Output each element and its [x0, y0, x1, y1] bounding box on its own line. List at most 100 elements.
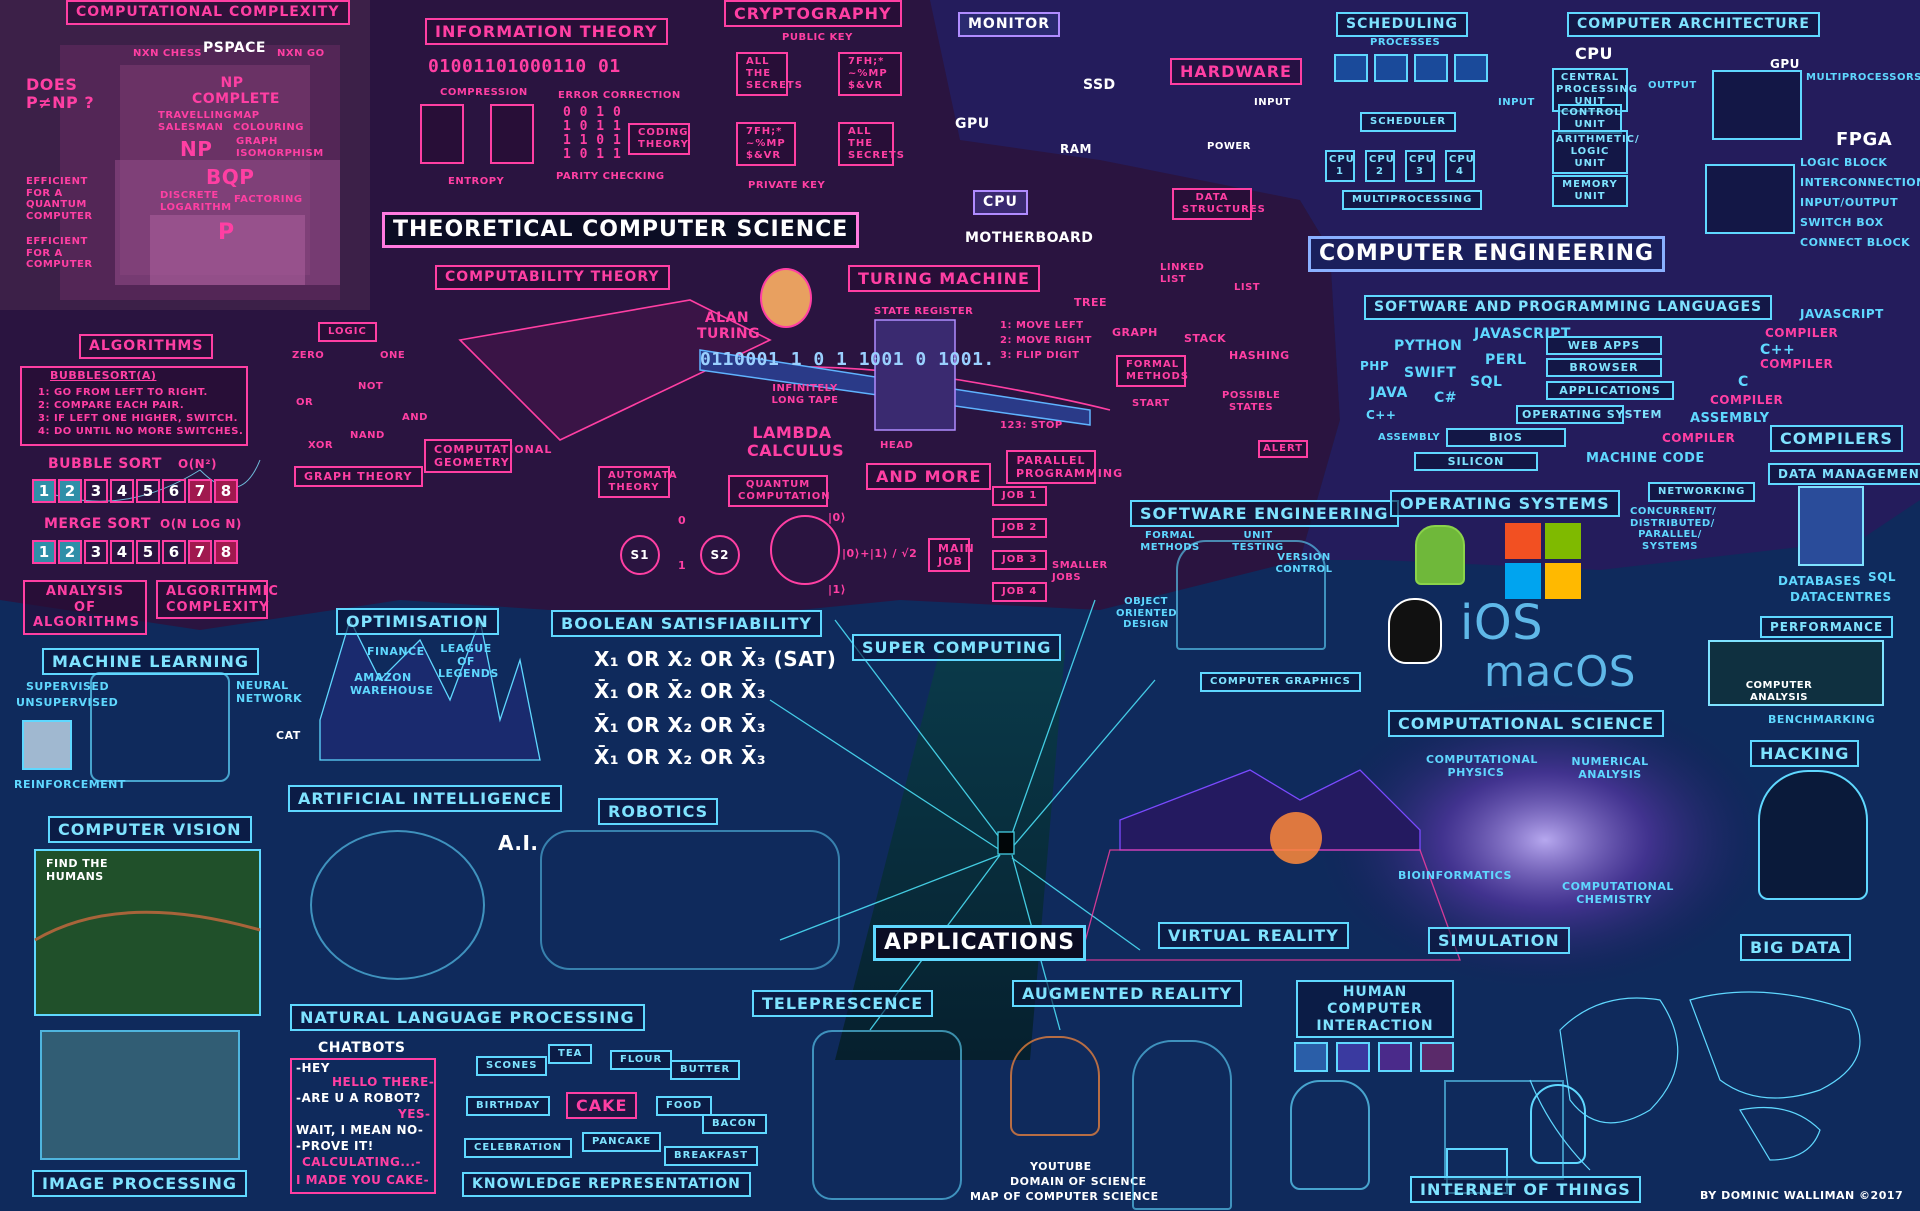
pspace-label: PSPACE	[203, 40, 266, 56]
architecture-header: COMPUTER ARCHITECTURE	[1567, 12, 1820, 37]
applications-title: APPLICATIONS	[873, 925, 1087, 962]
benchmarking-label: BENCHMARKING	[1768, 713, 1876, 726]
array-cell: 4	[110, 479, 134, 503]
power-label: POWER	[1207, 141, 1251, 152]
bubblesort-fn: BUBBLESORT(A)	[50, 369, 157, 382]
assembly-lang-label: ASSEMBLY	[1378, 432, 1441, 443]
merge-sort-complexity: O(n log n)	[160, 517, 242, 531]
array-cell: 7	[188, 479, 212, 503]
chat-line-8: I MADE YOU CAKE-	[296, 1173, 430, 1187]
control-unit-box: CONTROL UNIT	[1558, 104, 1622, 134]
lightbulb-icon	[1530, 1084, 1586, 1164]
analysis-of-algorithms-box: ANALYSIS OF ALGORITHMS	[23, 580, 147, 635]
memory-unit-box: MEMORY UNIT	[1552, 175, 1628, 207]
ciphertext-box: 7fh;* ~%mp $&vr	[838, 52, 902, 96]
ket-one: |1⟩	[828, 583, 847, 596]
main-job-box: MAIN JOB	[928, 538, 974, 573]
data-management-header: DATA MANAGEMENT	[1768, 463, 1920, 486]
chain-assembly: ASSEMBLY	[1690, 411, 1770, 426]
logic-one-label: ONE	[380, 350, 406, 361]
sat-clause-4: x̄₁ OR x₂ OR x̄₃	[594, 745, 767, 769]
league-of-legends-label: LEAGUE OF LEGENDS	[438, 642, 499, 681]
parity-row-3: 1 1 0 1	[563, 133, 622, 148]
sql-label: SQL	[1868, 570, 1896, 584]
map-of-cs-label: MAP OF COMPUTER SCIENCE	[970, 1190, 1159, 1203]
graph-theory-header: GRAPH THEORY	[294, 466, 423, 488]
stack-applications: APPLICATIONS	[1546, 381, 1674, 401]
smaller-jobs-label: SMALLER JOBS	[1052, 560, 1108, 583]
rule-2: 2: MOVE RIGHT	[1000, 335, 1092, 346]
computational-chemistry-label: COMPUTATIONAL CHEMISTRY	[1562, 880, 1674, 906]
array-cell: 2	[58, 479, 82, 503]
ar-headset-person	[1132, 1040, 1232, 1210]
job-3-box: JOB 3	[992, 550, 1048, 570]
gpu-architecture-label: GPU	[1770, 57, 1800, 71]
turing-machine-header: TURING MACHINE	[848, 265, 1040, 293]
kr-food: FOOD	[656, 1096, 713, 1116]
list-label: LIST	[1234, 282, 1261, 293]
chat-line-7: CALCULATING...-	[302, 1155, 421, 1169]
array-cell: 3	[84, 479, 108, 503]
parity-row-1: 0 0 1 0	[563, 105, 622, 120]
automata-state-s2: S2	[700, 535, 740, 575]
merge-sort-label: MERGE SORT	[44, 516, 151, 532]
job-1-box: JOB 1	[992, 486, 1048, 506]
state-register-label: STATE REGISTER	[874, 306, 974, 317]
array-cell: 5	[136, 540, 160, 564]
robot-evolution-illustration	[540, 830, 840, 970]
finance-label: FINANCE	[367, 645, 425, 658]
game-app-icon	[1454, 54, 1488, 82]
multiprocessing-label: MULTIPROCESSING	[1342, 190, 1483, 210]
software-engineering-header: SOFTWARE ENGINEERING	[1130, 500, 1399, 528]
video-app-icon	[1374, 54, 1408, 82]
kr-celebration: CELEBRATION	[464, 1138, 573, 1158]
ram-label: RAM	[1060, 142, 1092, 156]
telepresence-illustration	[812, 1030, 962, 1200]
ai-short-label: A.I.	[498, 831, 539, 855]
rule-3: 3: FLIP DIGIT	[1000, 350, 1080, 361]
hashing-label: HASHING	[1229, 349, 1290, 362]
factoring-label: FACTORING	[234, 194, 303, 205]
macos-label: macOS	[1484, 647, 1636, 696]
kr-flour: FLOUR	[610, 1050, 673, 1070]
sat-clause-1: x₁ OR x₂ OR x̄₃ (SAT)	[594, 647, 837, 671]
chat-line-1: -HEY	[296, 1061, 330, 1075]
csharp-label: C#	[1434, 390, 1458, 406]
neural-network-label: NEURAL NETWORK	[236, 679, 303, 705]
entropy-label: ENTROPY	[448, 176, 505, 187]
cpu-architecture-label: CPU	[1575, 44, 1613, 63]
author-credit: BY DOMINIC WALLIMAN ©2017	[1700, 1189, 1904, 1202]
hci-tile-purple	[1420, 1042, 1454, 1072]
automata-transition-1: 1	[678, 559, 687, 572]
gpu-core-grid	[1712, 70, 1802, 140]
super-computing-header: SUPER COMPUTING	[852, 634, 1062, 662]
neural-network-diagram	[90, 672, 230, 782]
cpp-label: C++	[1366, 408, 1397, 422]
bubblesort-step-3: 3: IF LEFT ONE HIGHER, SWITCH.	[38, 413, 238, 424]
array-cell: 2	[58, 540, 82, 564]
cpu-chip-label: CPU	[973, 190, 1028, 215]
youtube-label: YOUTUBE	[1030, 1160, 1092, 1173]
hacking-header: HACKING	[1750, 740, 1860, 768]
rocket-astronaut-icon	[1010, 1036, 1100, 1136]
computability-header: COMPUTABILITY THEORY	[435, 265, 670, 290]
fpga-label: FPGA	[1836, 129, 1893, 150]
computational-geometry-header: COMPUTATIONAL GEOMETRY	[424, 439, 551, 474]
stack-bios: BIOS	[1446, 428, 1566, 448]
logic-or-label: OR	[296, 397, 314, 408]
hci-tile-violet	[1378, 1042, 1412, 1072]
parallel-programming-header: PARALLEL PROGRAMMING	[1006, 450, 1122, 485]
algorithms-header: ALGORITHMS	[79, 334, 214, 359]
plaintext-box: ALL THE SECRETS	[736, 52, 802, 96]
efficient-quantum-label: EFFICIENT FOR A QUANTUM COMPUTER	[26, 176, 93, 222]
gpu-label: GPU	[955, 116, 990, 132]
fpga-input-output: INPUT/OUTPUT	[1800, 196, 1899, 209]
nlp-header: NATURAL LANGUAGE PROCESSING	[290, 1004, 645, 1032]
cryptography-header: CRYPTOGRAPHY	[724, 0, 902, 28]
java-label: JAVA	[1370, 385, 1408, 401]
fpga-logic-block: LOGIC BLOCK	[1800, 156, 1888, 169]
complexity-header: COMPUTATIONAL COMPLEXITY	[66, 0, 350, 25]
job-4-box: JOB 4	[992, 582, 1048, 602]
quantum-computation-header: QUANTUM COMPUTATION	[728, 475, 830, 507]
